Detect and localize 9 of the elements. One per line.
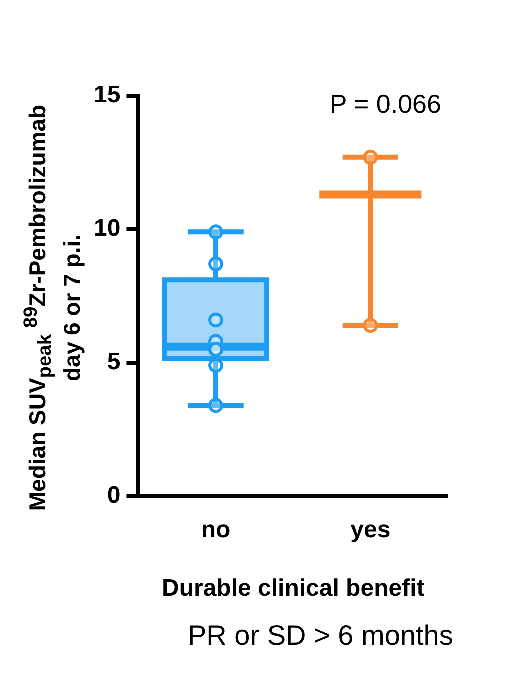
y-tick-label: 5: [107, 348, 121, 376]
y-tick-label: 10: [94, 215, 121, 242]
y-tick-label: 15: [94, 82, 121, 109]
x-tick-label: yes: [350, 516, 391, 544]
annotation: P = 0.066: [330, 89, 442, 120]
y-tick-label: 0: [107, 482, 121, 510]
x-tick-label: no: [201, 516, 231, 544]
text: PR or SD > 6 months: [188, 620, 454, 652]
x-axis-title: Durable clinical benefit: [162, 575, 425, 602]
